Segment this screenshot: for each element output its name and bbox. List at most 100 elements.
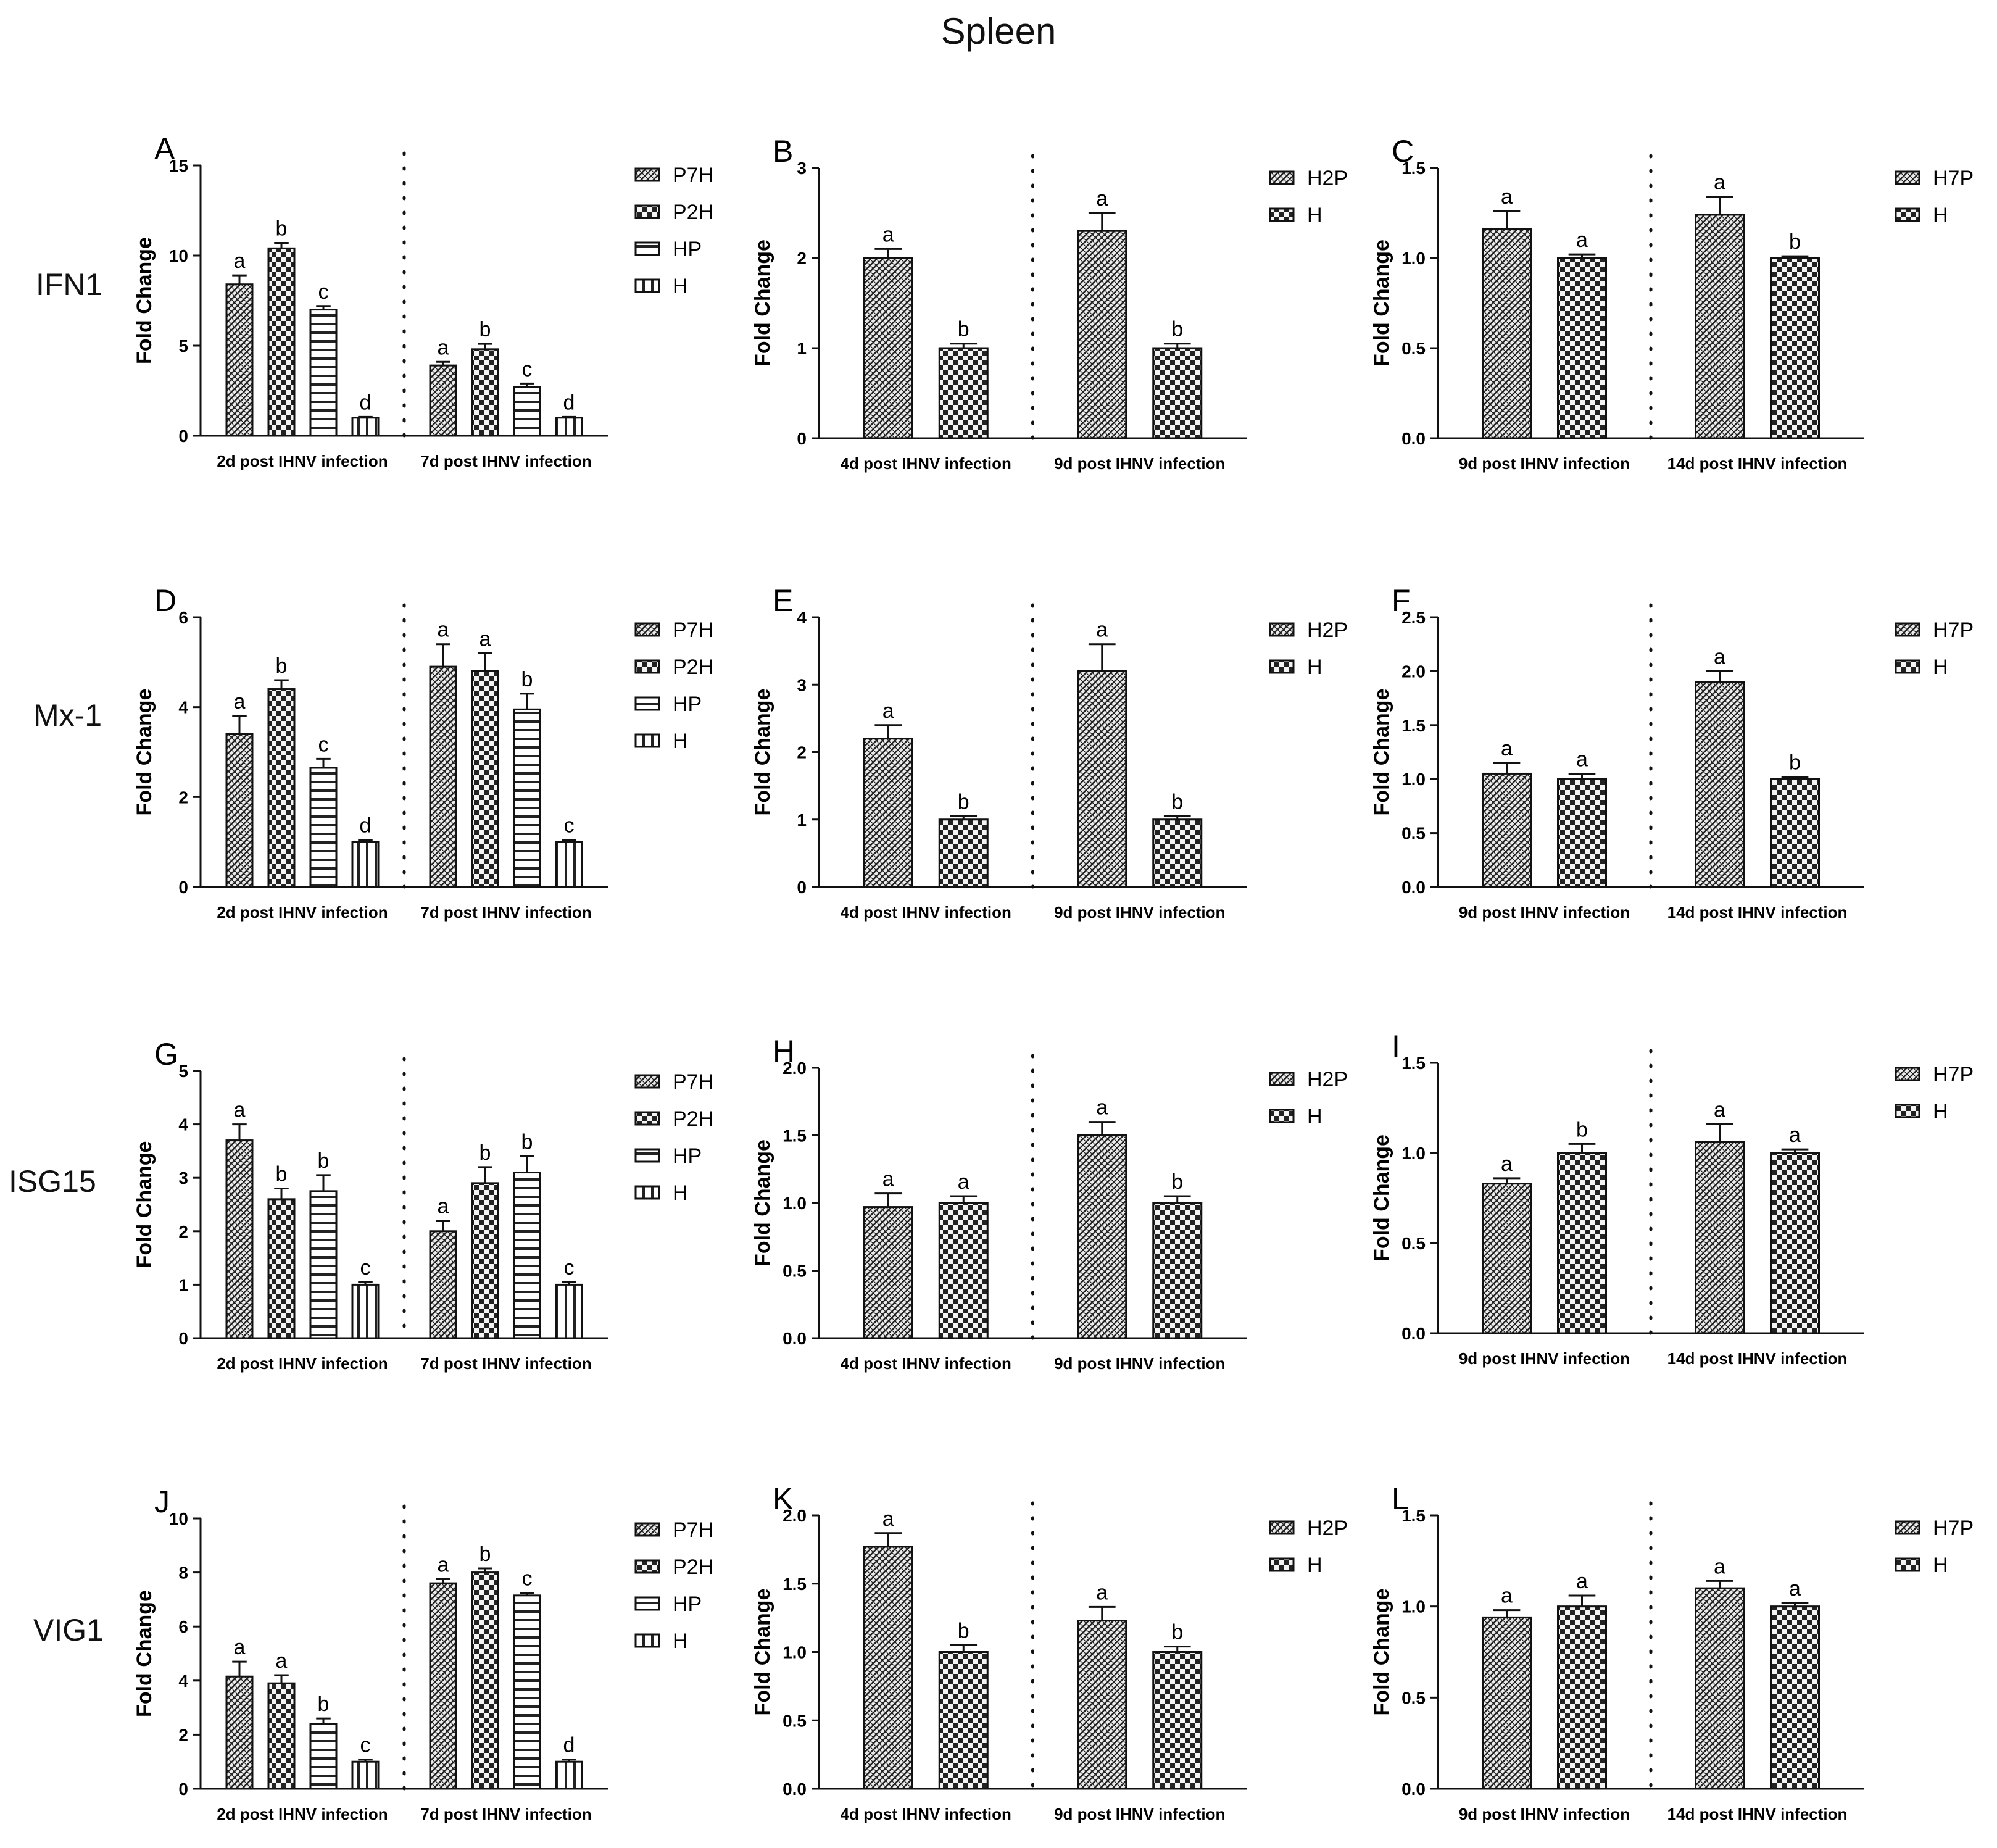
bar-hp-1 [309, 1190, 338, 1339]
legend-label: H [673, 275, 688, 298]
legend-swatch-h [1269, 1109, 1295, 1123]
x-group-label: 9d post IHNV infection [1459, 903, 1630, 922]
panel-letter: B [773, 134, 793, 169]
y-axis-title: Fold Change [133, 237, 156, 364]
y-tick-label: 4 [178, 1671, 188, 1691]
legend-label: HP [673, 1144, 702, 1168]
significance-letter: a [1789, 1577, 1801, 1600]
legend-swatch-h [634, 278, 660, 293]
chart-panel-c: C 0.0 0.5 1.0 1.5 Fold Change 9d post IHNV inf… [1370, 134, 1974, 473]
y-tick-label: 10 [169, 1509, 188, 1528]
y-tick-label: 0.5 [1401, 1234, 1426, 1253]
legend-swatch-hp [634, 696, 660, 711]
significance-letter: a [276, 1649, 288, 1673]
legend-label: H7P [1933, 1517, 1974, 1540]
significance-letter: a [1576, 228, 1588, 252]
legend-swatch-h7p [1895, 170, 1920, 185]
bar-h-2 [1152, 347, 1203, 439]
x-group-label: 4d post IHNV infection [841, 454, 1011, 473]
bar-p2h-2 [471, 1571, 499, 1790]
significance-letter: a [882, 699, 894, 723]
bar-h-1 [1557, 778, 1607, 888]
legend-swatch-p7h [634, 1522, 660, 1537]
legend-swatch-h [1895, 1104, 1920, 1118]
x-group-label: 9d post IHNV infection [1054, 1354, 1225, 1373]
y-tick-label: 1.0 [1401, 249, 1426, 268]
y-tick-label: 0.5 [1401, 339, 1426, 358]
legend-label: P2H [673, 1107, 713, 1131]
x-group-label: 14d post IHNV infection [1667, 1805, 1848, 1823]
significance-letter: b [480, 1141, 491, 1165]
significance-letter: a [1714, 1555, 1725, 1578]
significance-letter: c [318, 280, 329, 304]
legend-label: HP [673, 693, 702, 716]
chart-panel-i: I 0.0 0.5 1.0 1.5 Fold Change 9d post IHNV inf… [1370, 1029, 1974, 1368]
y-tick-label: 1.5 [1401, 1054, 1426, 1073]
legend-label: H [1933, 204, 1948, 227]
legend-swatch-hp [634, 1596, 660, 1611]
legend-swatch-hp [634, 1148, 660, 1163]
bar-h7p-1 [1482, 228, 1532, 439]
significance-letter: b [1171, 318, 1183, 341]
y-tick-label: 1 [797, 339, 807, 358]
legend-label: P7H [673, 618, 713, 642]
x-group-label: 2d post IHNV infection [217, 1805, 388, 1823]
legend-label: H [1933, 1554, 1948, 1577]
y-axis-title: Fold Change [133, 1141, 156, 1268]
significance-letter: b [318, 1149, 330, 1173]
bar-h2p-2 [1077, 230, 1127, 439]
x-group-label: 4d post IHNV infection [841, 1354, 1011, 1373]
legend-label: H [1933, 656, 1948, 679]
significance-letter: d [360, 391, 372, 414]
significance-letter: b [958, 790, 969, 814]
y-tick-label: 0.5 [783, 1711, 807, 1730]
significance-letter: d [563, 1734, 575, 1757]
y-tick-label: 0.5 [1401, 824, 1426, 843]
x-group-label: 7d post IHNV infection [420, 903, 591, 922]
legend-swatch-p7h [634, 167, 660, 182]
legend-label: H [673, 1629, 688, 1653]
y-axis-title: Fold Change [133, 689, 156, 816]
chart-panel-g: G 0 1 2 3 4 5 Fold Change 2d post IHNV infection… [133, 1037, 713, 1373]
y-tick-label: 0.0 [1401, 429, 1426, 448]
significance-letter: c [522, 357, 533, 381]
y-axis-title: Fold Change [1370, 239, 1393, 367]
legend-swatch-p7h [634, 622, 660, 637]
significance-letter: b [276, 1163, 288, 1186]
bar-h2p-1 [863, 738, 913, 888]
significance-letter: a [480, 627, 491, 651]
y-tick-label: 15 [169, 156, 188, 175]
y-tick-label: 2.0 [1401, 662, 1426, 681]
bar-p7h-1 [225, 1139, 254, 1339]
x-group-label: 9d post IHNV infection [1459, 454, 1630, 473]
y-tick-label: 0.0 [1401, 878, 1426, 897]
bar-p2h-1 [267, 247, 296, 437]
bar-h-1 [1557, 1152, 1607, 1334]
significance-letter: b [1171, 790, 1183, 814]
bar-hp-2 [513, 1172, 541, 1339]
legend-swatch-hp [634, 241, 660, 256]
legend-label: P7H [673, 164, 713, 187]
legend-label: H2P [1307, 1068, 1348, 1091]
x-group-label: 14d post IHNV infection [1667, 1349, 1848, 1368]
significance-letter: a [234, 249, 246, 273]
legend-swatch-p2h [634, 1111, 660, 1126]
panel-letter: L [1392, 1481, 1409, 1516]
bar-p7h-1 [225, 733, 254, 888]
legend-swatch-h7p [1895, 1520, 1920, 1535]
y-tick-label: 0 [178, 1779, 188, 1799]
legend-label: H [673, 1181, 688, 1205]
significance-letter: a [1714, 645, 1725, 668]
legend-label: HP [673, 238, 702, 261]
x-group-label: 4d post IHNV infection [841, 1805, 1011, 1823]
y-tick-label: 0.0 [1401, 1324, 1426, 1343]
significance-letter: c [360, 1734, 371, 1757]
significance-letter: a [438, 618, 449, 642]
y-axis-title: Fold Change [133, 1590, 156, 1717]
significance-letter: b [276, 654, 288, 678]
significance-letter: a [1576, 1570, 1588, 1593]
significance-letter: a [1501, 1152, 1513, 1176]
y-tick-label: 0 [797, 878, 807, 897]
bar-h-1 [351, 1283, 380, 1339]
x-group-label: 14d post IHNV infection [1667, 454, 1848, 473]
